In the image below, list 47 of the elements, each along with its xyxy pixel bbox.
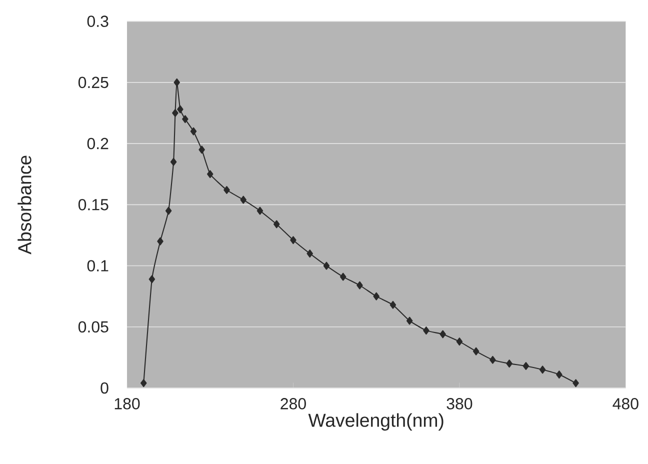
point <box>172 109 178 117</box>
point <box>456 338 463 346</box>
point <box>539 366 546 374</box>
y-tick-label: 0.1 <box>87 260 108 272</box>
point <box>390 300 396 309</box>
point <box>224 186 230 194</box>
x-tick-label: 180 <box>114 398 140 410</box>
point <box>148 275 156 284</box>
point <box>190 127 197 136</box>
point <box>198 146 205 154</box>
point <box>406 316 413 325</box>
point <box>165 206 172 215</box>
point <box>472 347 480 356</box>
point <box>440 330 446 338</box>
point <box>170 158 177 166</box>
point <box>174 78 180 86</box>
point <box>490 356 496 364</box>
x-tick-label: 380 <box>446 398 472 410</box>
point <box>182 115 188 124</box>
y-tick-label: 0.25 <box>78 76 108 88</box>
point <box>273 220 280 228</box>
x-tick-label: 280 <box>280 398 306 410</box>
y-tick-label: 0.3 <box>87 16 108 27</box>
point <box>306 250 313 258</box>
point <box>572 379 579 388</box>
point <box>522 362 530 370</box>
point <box>157 237 164 246</box>
point <box>140 379 147 388</box>
point <box>506 360 512 368</box>
point <box>556 370 562 379</box>
point <box>290 236 296 244</box>
point <box>340 272 346 281</box>
x-axis-title: Wavelength(nm) <box>308 413 444 431</box>
y-tick-label: 0.15 <box>78 199 108 210</box>
y-axis-title: Absorbance <box>18 156 32 254</box>
point <box>177 105 184 114</box>
point <box>323 262 330 270</box>
point <box>240 196 246 204</box>
y-tick-label: 0.05 <box>78 321 108 333</box>
point <box>423 326 430 335</box>
point <box>356 281 363 290</box>
x-tick-label: 480 <box>612 398 638 410</box>
y-tick-label: 0.2 <box>87 138 108 150</box>
y-tick-label: 0 <box>100 382 108 394</box>
point <box>206 170 214 178</box>
point <box>373 292 380 300</box>
point <box>256 206 264 215</box>
